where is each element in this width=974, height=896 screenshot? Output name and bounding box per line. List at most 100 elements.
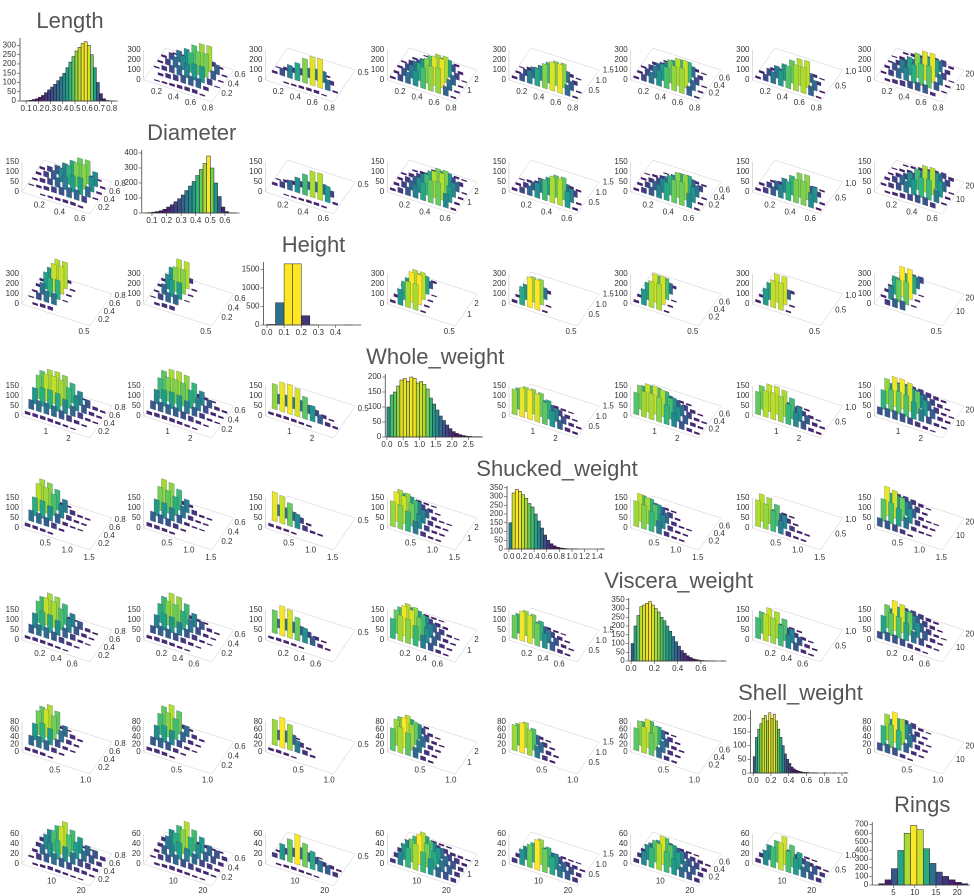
y-tick-label: 0 [12, 96, 17, 105]
decor-bar [914, 519, 921, 527]
decor-bar [302, 395, 308, 420]
bar [935, 871, 943, 886]
decor-bar [165, 403, 171, 416]
y3d-tick-label: 1.0 [845, 851, 857, 860]
chart-title: Viscera_weight [604, 568, 753, 593]
bar [651, 604, 655, 662]
decor-bar [694, 207, 700, 212]
decor-bar [877, 630, 883, 640]
bar [546, 540, 551, 550]
decor-bar [39, 177, 46, 184]
decor-bar [892, 78, 898, 85]
bar [169, 204, 175, 214]
decor-bar [298, 85, 305, 90]
decor-bar [556, 635, 563, 642]
z3d-tick-label: 0 [258, 411, 263, 420]
decor-bar [796, 530, 803, 535]
decor-bar [202, 850, 209, 863]
z3d-tick-label: 100 [858, 615, 872, 624]
y3d-tick-label: 0.6 [719, 857, 731, 866]
chart-title: Shell_weight [738, 680, 863, 705]
bar [93, 67, 97, 102]
decor-bar [637, 181, 643, 187]
z3d-tick-label: 60 [10, 725, 19, 734]
decor-bar [575, 426, 582, 430]
decor-bar [195, 626, 201, 636]
decor-bar [39, 527, 46, 533]
bar [90, 54, 94, 102]
decor-bar [701, 420, 707, 425]
decor-bar [944, 196, 951, 201]
decor-bar [39, 863, 46, 869]
y3d-tick-label: 0.5 [589, 646, 601, 655]
decor-bar [454, 201, 460, 206]
decor-bar [519, 72, 525, 82]
z3d-tick-label: 0 [15, 635, 20, 644]
decor-bar [206, 627, 213, 633]
decor-bar [922, 651, 928, 655]
decor-bar [176, 394, 183, 413]
y3d-tick-label: 0.5 [835, 82, 847, 91]
decor-bar [199, 738, 205, 743]
x3d-tick-label: 1.5 [327, 553, 339, 562]
x3d-tick-label: 1.0 [567, 776, 579, 785]
decor-bar [191, 733, 197, 740]
y3d-tick-label: 0.6 [109, 523, 121, 532]
decor-bar [670, 734, 677, 738]
decor-bar [47, 417, 54, 423]
x3d-tick-label: 0.2 [34, 201, 46, 210]
z3d-tick-label: 40 [497, 839, 506, 848]
decor-bar [922, 630, 928, 642]
decor-bar [568, 647, 574, 652]
z3d-tick-label: 20 [619, 849, 628, 858]
y3d-tick-label: 2 [474, 75, 479, 84]
decor-bar [793, 178, 799, 204]
z3d-tick-label: 300 [736, 269, 750, 278]
decor-bar [24, 746, 31, 752]
decor-bar [28, 734, 35, 747]
decor-bar [69, 734, 76, 740]
decor-bar [202, 522, 209, 527]
x3d-tick-label: 0.4 [416, 654, 428, 663]
decor-bar [641, 73, 647, 82]
z3d-tick-label: 0 [15, 187, 20, 196]
z3d-tick-label: 50 [619, 177, 628, 186]
x-tick-label: 0.0 [503, 552, 515, 561]
decor-bar [457, 70, 464, 76]
decor-bar [169, 755, 175, 759]
decor-bar [907, 642, 913, 650]
bar [422, 384, 427, 438]
y-tick-label: 100 [611, 639, 625, 648]
x3d-tick-label: 0.5 [405, 539, 417, 548]
decor-bar [169, 615, 175, 634]
z3d-tick-label: 0 [745, 859, 750, 868]
z3d-tick-label: 0 [745, 75, 750, 84]
x-tick-label: 0.3 [176, 216, 188, 225]
floor [265, 495, 356, 551]
decor-bar [899, 79, 906, 87]
y3d-tick-label: 0.2 [709, 537, 721, 546]
z3d-tick-label: 100 [736, 167, 750, 176]
z3d-tick-label: 0 [258, 859, 263, 868]
bar [275, 302, 285, 326]
decor-bar [43, 626, 50, 640]
y3d-tick-label: 0.4 [228, 639, 240, 648]
decor-bar [895, 615, 902, 640]
x-tick-label: 0.4 [783, 776, 795, 785]
z3d-tick-label: 60 [619, 725, 628, 734]
decor-bar [918, 637, 925, 647]
decor-bar [438, 744, 445, 748]
decor-bar [534, 67, 541, 87]
decor-bar [899, 192, 906, 199]
x3d-tick-label: 2 [310, 434, 315, 443]
z3d-tick-label: 50 [254, 401, 263, 410]
z3d-tick-label: 0 [502, 187, 507, 196]
decor-bar [210, 637, 216, 641]
decor-bar [47, 531, 54, 535]
decor-bar [545, 739, 552, 743]
decor-bar [560, 408, 567, 412]
bar [521, 494, 525, 550]
y3d-tick-label: 0.2 [221, 313, 233, 322]
decor-bar [808, 85, 814, 97]
decor-bar [283, 193, 289, 197]
